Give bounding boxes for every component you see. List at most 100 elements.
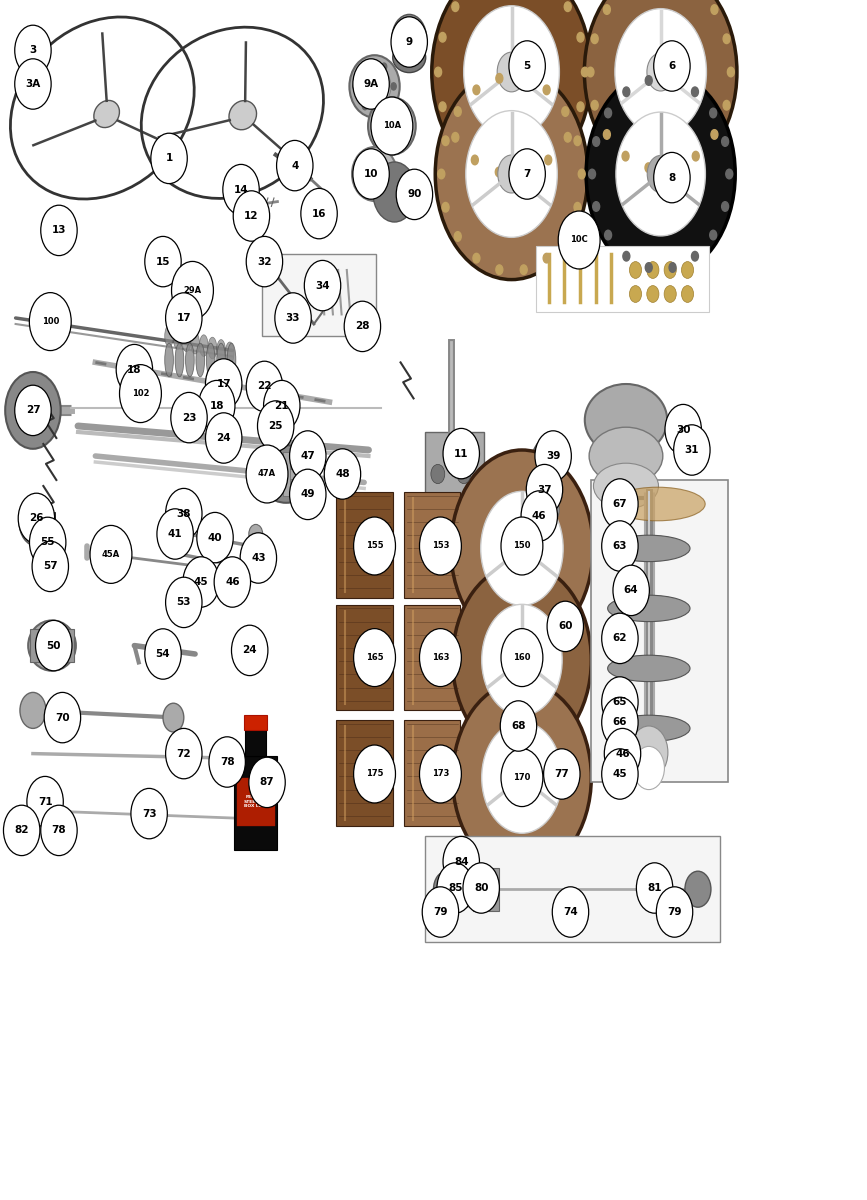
Circle shape xyxy=(464,6,559,138)
Text: 34: 34 xyxy=(316,281,329,290)
Circle shape xyxy=(29,293,71,350)
Circle shape xyxy=(647,262,659,278)
Bar xyxy=(30,629,74,662)
Text: 79: 79 xyxy=(434,907,447,917)
Circle shape xyxy=(391,17,427,67)
Circle shape xyxy=(432,0,591,182)
Bar xyxy=(425,432,484,534)
Text: 39: 39 xyxy=(546,451,560,461)
Circle shape xyxy=(116,344,153,395)
Text: 46: 46 xyxy=(532,511,546,521)
Bar xyxy=(262,254,376,336)
Circle shape xyxy=(36,620,72,671)
Circle shape xyxy=(373,162,416,222)
Circle shape xyxy=(602,697,638,748)
Circle shape xyxy=(171,524,185,544)
Text: 21: 21 xyxy=(275,401,289,410)
Text: 45: 45 xyxy=(194,577,208,587)
Circle shape xyxy=(496,265,503,275)
Circle shape xyxy=(240,533,277,583)
Circle shape xyxy=(681,262,694,278)
Circle shape xyxy=(544,749,580,799)
Text: 45: 45 xyxy=(613,769,627,779)
Circle shape xyxy=(420,745,461,803)
Circle shape xyxy=(664,262,676,278)
Ellipse shape xyxy=(186,343,194,377)
Circle shape xyxy=(645,76,652,85)
Circle shape xyxy=(246,445,288,503)
Text: 78: 78 xyxy=(52,826,66,835)
Bar xyxy=(404,605,460,710)
Circle shape xyxy=(166,488,202,539)
Circle shape xyxy=(723,34,730,43)
Text: 31: 31 xyxy=(685,445,699,455)
Circle shape xyxy=(692,151,699,161)
Circle shape xyxy=(175,590,192,614)
Circle shape xyxy=(249,449,285,499)
Circle shape xyxy=(591,101,598,110)
Circle shape xyxy=(27,776,63,827)
Text: 46: 46 xyxy=(616,749,629,758)
Circle shape xyxy=(344,301,381,352)
Circle shape xyxy=(356,521,393,571)
Ellipse shape xyxy=(608,535,690,562)
Bar xyxy=(336,605,393,710)
Circle shape xyxy=(277,140,313,191)
Circle shape xyxy=(422,632,459,683)
Circle shape xyxy=(473,85,480,95)
Circle shape xyxy=(391,83,396,90)
Circle shape xyxy=(172,262,213,319)
Text: 4: 4 xyxy=(291,161,298,170)
Circle shape xyxy=(558,211,600,269)
Circle shape xyxy=(521,491,557,541)
Ellipse shape xyxy=(257,445,314,503)
Circle shape xyxy=(374,101,410,151)
Circle shape xyxy=(166,728,202,779)
Circle shape xyxy=(453,682,591,874)
Text: 24: 24 xyxy=(243,646,257,655)
Text: 37: 37 xyxy=(538,485,551,494)
Circle shape xyxy=(645,163,652,173)
Circle shape xyxy=(362,102,368,109)
Circle shape xyxy=(664,286,676,302)
Circle shape xyxy=(397,170,432,218)
Circle shape xyxy=(381,64,387,71)
Text: 70: 70 xyxy=(55,713,69,722)
Ellipse shape xyxy=(217,340,225,361)
Circle shape xyxy=(589,169,596,179)
Circle shape xyxy=(420,517,461,575)
Circle shape xyxy=(422,749,459,799)
Text: 175: 175 xyxy=(366,769,383,779)
Circle shape xyxy=(15,25,51,76)
Circle shape xyxy=(615,8,707,136)
Circle shape xyxy=(442,203,449,212)
Circle shape xyxy=(504,752,540,803)
Circle shape xyxy=(3,805,40,856)
Circle shape xyxy=(721,137,728,146)
Bar xyxy=(262,469,310,479)
Circle shape xyxy=(463,863,499,913)
Ellipse shape xyxy=(368,97,415,155)
Circle shape xyxy=(577,102,584,112)
Circle shape xyxy=(290,431,326,481)
Circle shape xyxy=(723,101,730,110)
Circle shape xyxy=(264,380,300,431)
Circle shape xyxy=(633,746,664,790)
Circle shape xyxy=(120,365,161,422)
Circle shape xyxy=(435,68,588,280)
Circle shape xyxy=(498,155,525,193)
Text: 41: 41 xyxy=(168,529,182,539)
Ellipse shape xyxy=(608,715,690,742)
Circle shape xyxy=(692,252,699,262)
Circle shape xyxy=(654,152,690,203)
Circle shape xyxy=(482,722,562,833)
Bar xyxy=(336,720,393,826)
Circle shape xyxy=(32,296,68,347)
Circle shape xyxy=(547,601,583,652)
Text: 68: 68 xyxy=(512,721,525,731)
Circle shape xyxy=(466,110,557,238)
Circle shape xyxy=(582,67,589,77)
Circle shape xyxy=(674,425,710,475)
Circle shape xyxy=(500,701,537,751)
Circle shape xyxy=(521,167,528,176)
